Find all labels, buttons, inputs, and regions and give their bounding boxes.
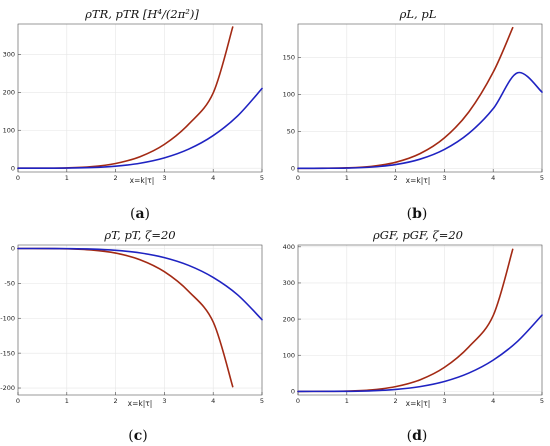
panel-c-xtick-label-4: 4	[211, 397, 215, 405]
panel-a-title: ρTR, pTR [H⁴/(2π²)]	[84, 7, 199, 21]
panel-d-xtick-label-1: 1	[345, 397, 349, 405]
panel-a-ytick-label-1: 100	[3, 126, 15, 134]
panel-d-xtick-label-0: 0	[296, 397, 300, 405]
panel-c-sublabel: (c)	[128, 428, 147, 444]
panel-d-ytick-label-0: 0	[291, 388, 295, 396]
panel-c-series-1	[17, 247, 263, 321]
panel-b-xtick-label-2: 2	[394, 174, 398, 182]
panel-c-ytick-label-4: -200	[0, 384, 15, 392]
panel-a: ρTR, pTR [H⁴/(2π²)] x=k|τ| (a) 0 1 2 3 4 5 0 10…	[3, 7, 264, 222]
panel-c-series-0	[17, 247, 234, 388]
panel-d-xtick-label-3: 3	[442, 397, 446, 405]
panel-b-xtick-label-1: 1	[345, 174, 349, 182]
panel-a-series-0	[17, 26, 234, 170]
panel-c-title: ρT, pT, ζ=20	[103, 228, 175, 242]
panel-b-title: ρL, pL	[399, 7, 437, 21]
panel-c-xtick-label-0: 0	[16, 397, 20, 405]
panel-b-xtick-label-5: 5	[540, 174, 544, 182]
panel-d: ρGF, pGF, ζ=20 x=k|τ| (d) 0 1 2 3 4 5 0 100 200 3…	[283, 228, 544, 444]
panel-a-xtick-label-2: 2	[114, 174, 118, 182]
panel-c-xtick-label-3: 3	[162, 397, 166, 405]
panel-a-xtick-label-1: 1	[65, 174, 69, 182]
panel-a-xtick-label-0: 0	[16, 174, 20, 182]
panel-b-frame	[297, 23, 543, 173]
panel-a-xtick-label-4: 4	[211, 174, 215, 182]
panel-d-ytick-label-4: 400	[283, 243, 295, 251]
panel-d-series-1	[297, 314, 543, 393]
panel-a-xtick-label-3: 3	[162, 174, 166, 182]
panel-c-xtick-label-5: 5	[260, 397, 264, 405]
panel-a-ytick-label-3: 300	[3, 51, 15, 59]
panel-b-ytick-label-3: 150	[283, 54, 295, 62]
panel-a-sublabel: (a)	[130, 206, 150, 222]
panel-b-ytick-label-1: 50	[287, 128, 295, 136]
panel-d-xtick-label-2: 2	[394, 397, 398, 405]
panel-d-xtick-label-4: 4	[491, 397, 495, 405]
panel-c: ρT, pT, ζ=20 x=k|τ| (c) 0 1 2 3 4 5 0 -50 -100 -1…	[0, 228, 264, 444]
panel-b-xtick-label-3: 3	[442, 174, 446, 182]
panel-b-sublabel: (b)	[407, 206, 428, 222]
panel-c-ytick-label-0: 0	[11, 245, 15, 253]
panel-d-xtick-label-5: 5	[540, 397, 544, 405]
panel-d-sublabel: (d)	[407, 428, 428, 444]
panel-b-xtick-label-0: 0	[296, 174, 300, 182]
panel-d-ytick-label-2: 200	[283, 315, 295, 323]
panel-a-frame	[17, 23, 263, 173]
panel-b-xlabel: x=k|τ|	[406, 176, 431, 185]
panel-d-ytick-label-3: 300	[283, 279, 295, 287]
panel-d-ytick-label-1: 100	[283, 351, 295, 359]
panel-a-ytick-label-0: 0	[11, 164, 15, 172]
panel-c-xlabel: x=k|τ|	[128, 399, 153, 408]
panel-c-ytick-label-2: -100	[0, 314, 15, 322]
panel-a-series-1	[17, 87, 263, 170]
panel-c-ytick-label-1: -50	[4, 280, 15, 288]
panel-c-xtick-label-1: 1	[65, 397, 69, 405]
panel-d-series-0	[297, 248, 514, 393]
panel-a-ytick-label-2: 200	[3, 89, 15, 97]
panel-d-title: ρGF, pGF, ζ=20	[372, 228, 463, 242]
panel-d-xlabel: x=k|τ|	[406, 399, 431, 408]
panel-d-frame	[297, 244, 543, 396]
panel-b-series-0	[297, 26, 514, 170]
panel-a-xlabel: x=k|τ|	[130, 176, 155, 185]
panel-b-xtick-label-4: 4	[491, 174, 495, 182]
panel-c-frame	[17, 244, 263, 396]
panel-c-ytick-label-3: -150	[0, 349, 15, 357]
panel-a-xtick-label-5: 5	[260, 174, 264, 182]
panel-b-ytick-label-0: 0	[291, 165, 295, 173]
panel-b-series-1	[297, 71, 543, 170]
panel-b-ytick-label-2: 100	[283, 91, 295, 99]
panel-c-xtick-label-2: 2	[114, 397, 118, 405]
